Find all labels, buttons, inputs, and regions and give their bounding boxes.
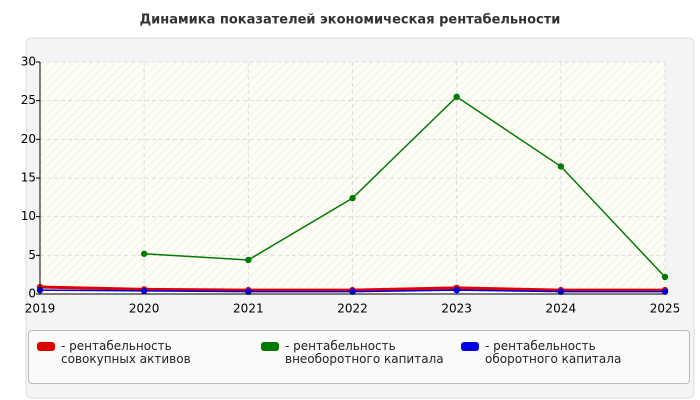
point <box>140 287 148 295</box>
point <box>245 256 252 264</box>
point <box>661 288 669 295</box>
x-tick-label: 2022 <box>337 302 368 316</box>
legend-item: - рентабельность оборотного капитала <box>461 340 661 366</box>
y-tick-label: 10 <box>21 209 36 223</box>
legend-item: - рентабельность внеоборотного капитала <box>261 340 461 366</box>
point <box>140 250 148 257</box>
legend-label: - рентабельность оборотного капитала <box>485 339 622 366</box>
legend-label: - рентабельность внеоборотного капитала <box>285 339 444 366</box>
point <box>245 288 252 295</box>
y-tick-label: 30 <box>21 55 36 69</box>
y-tick-label: 25 <box>21 93 36 107</box>
point <box>453 286 460 294</box>
series-line <box>144 95 666 278</box>
chart-title: Динамика показателей экономическая рента… <box>140 13 561 28</box>
legend-swatch <box>261 342 279 351</box>
x-tick-label: 2023 <box>441 302 472 316</box>
legend-label: - рентабельность совокупных активов <box>61 339 191 366</box>
legend-swatch <box>461 342 479 351</box>
y-tick-label: 20 <box>21 132 36 146</box>
point <box>349 288 356 295</box>
y-tick-label: 15 <box>21 171 36 185</box>
x-tick-label: 2019 <box>25 302 56 316</box>
x-tick-label: 2021 <box>233 302 264 316</box>
legend: - рентабельность совокупных активов - рен… <box>28 330 690 384</box>
y-tick-label: 5 <box>28 248 36 262</box>
x-tick-label: 2025 <box>650 302 681 316</box>
point <box>557 288 565 295</box>
x-tick-label: 2024 <box>546 302 577 316</box>
legend-item: - рентабельность совокупных активов <box>37 340 237 366</box>
point <box>661 273 669 281</box>
point <box>453 93 460 101</box>
point <box>557 163 565 170</box>
legend-swatch <box>37 342 55 351</box>
x-tick-label: 2020 <box>129 302 160 316</box>
point <box>349 194 356 202</box>
y-tick-label: 0 <box>28 287 36 301</box>
